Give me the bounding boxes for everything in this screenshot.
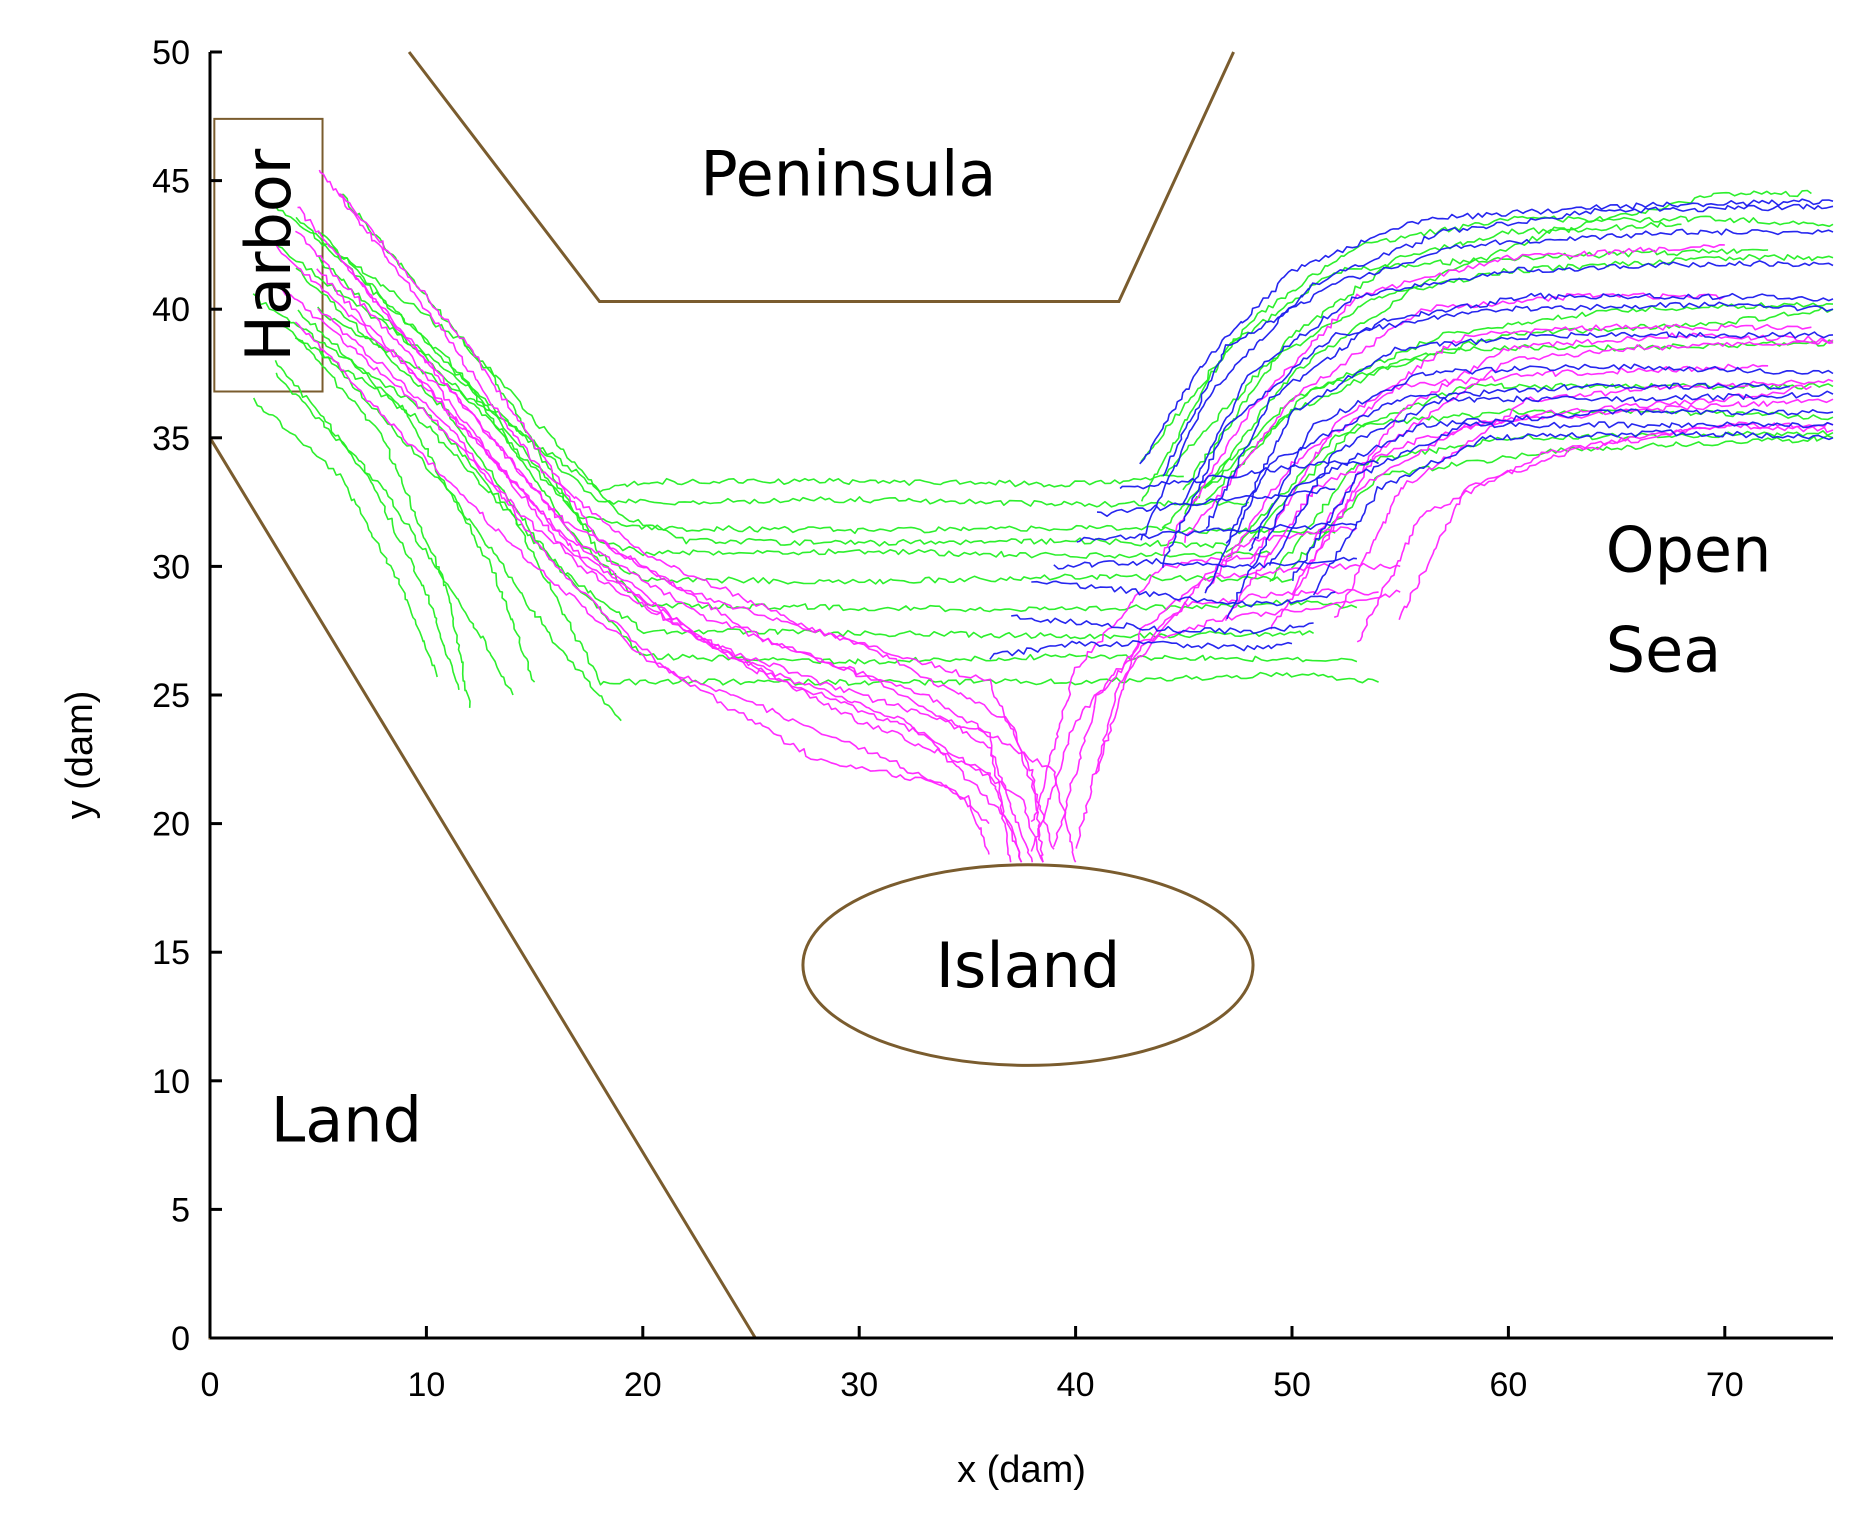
trajectory-green-17 [1161,254,1834,477]
trajectory-green-9 [317,231,1358,613]
trajectory-magenta-5 [295,230,1044,863]
trajectory-green-5 [318,346,622,722]
trajectory-magenta-9 [294,321,990,825]
trajectory-blue-11 [1225,331,1834,544]
axes-layer: 0 10 20 30 40 50 60 70 0 5 10 15 20 25 30 35 40 45 50 [152,34,1833,1404]
x-tick-label-30: 30 [840,1366,878,1404]
trajectory-magenta-25 [1313,332,1834,541]
trajectory-magenta-14 [1095,526,1358,775]
y-tick-label-50: 50 [152,34,190,72]
island-boundary [801,863,1255,1067]
island-label: Island [936,929,1120,1002]
trajectory-blue-8 [1162,228,1834,477]
trajectory-green-8 [295,267,1314,640]
x-tick-label-70: 70 [1706,1366,1744,1404]
y-tick-label-45: 45 [152,163,190,201]
region-layer [208,51,1255,1340]
trajectory-magenta-11 [1053,588,1379,848]
trajectory-blue-16 [1140,203,1834,541]
y-tick-label-0: 0 [171,1320,190,1358]
open-sea-label-line-1: Sea [1606,614,1722,687]
trajectory-blue-1 [1011,614,1314,635]
trajectory-blue-6 [1119,459,1379,490]
trajectory-green-27 [1182,221,1682,491]
x-tick-label-10: 10 [407,1366,445,1404]
y-tick-label-20: 20 [152,806,190,844]
trajectory-green-1 [274,359,460,691]
trajectory-magenta-8 [275,244,1023,863]
trajectory-blue-2 [1031,580,1336,608]
region-label-layer: Peninsula Island Land Harbor Open Sea [232,137,1771,1156]
trajectory-magenta-23 [1398,422,1834,621]
trajectory-blue-9 [1182,260,1834,504]
trajectory-magenta-3 [275,282,1023,863]
y-tick-label-35: 35 [152,420,190,458]
harbor-label: Harbor [232,148,305,361]
y-tick-label-40: 40 [152,291,190,329]
trajectory-magenta-10 [1030,589,1401,852]
trajectory-blue-15 [1312,429,1834,596]
trajectory-green-19 [1184,189,1812,515]
y-tick-label-25: 25 [152,677,190,715]
trajectory-group-green [252,189,1834,722]
x-tick-label-20: 20 [624,1366,662,1404]
trajectory-blue-0 [989,639,1293,660]
trajectory-group-magenta [275,169,1834,863]
trajectory-blue-5 [1096,486,1336,518]
x-tick-label-60: 60 [1489,1366,1527,1404]
trajectory-green-25 [1140,248,1769,502]
trajectory-blue-18 [1204,382,1790,594]
trajectory-magenta-0 [318,169,1044,863]
peninsula-boundary [407,51,1235,303]
y-tick-label-15: 15 [152,934,190,972]
trajectory-magenta-7 [316,268,1012,863]
x-tick-label-50: 50 [1273,1366,1311,1404]
trajectory-blue-13 [1268,390,1834,566]
x-axis-title: x (dam) [957,1449,1086,1491]
x-tick-label-0: 0 [201,1366,220,1404]
trajectory-green-15 [275,206,1228,549]
trajectory-green-3 [275,372,514,696]
y-tick-label-30: 30 [152,548,190,586]
trajectory-blue-7 [1139,198,1834,465]
trajectory-magenta-12 [1075,562,1401,849]
trajectory-green-20 [1225,382,1834,553]
trajectory-green-13 [273,242,1250,508]
trajectory-magenta-20 [1249,323,1812,566]
trajectory-green-2 [294,337,471,708]
trajectory-green-12 [295,216,1336,535]
trajectory-green-10 [339,193,1293,585]
trajectory-magenta-24 [1162,244,1725,557]
trajectory-magenta-13 [1030,552,1271,823]
trajectory-layer [252,169,1834,863]
trajectory-magenta-2 [340,259,1034,863]
x-tick-label-40: 40 [1057,1366,1095,1404]
trajectory-blue-17 [1162,301,1834,568]
trajectory-green-21 [1249,408,1834,542]
trajectory-blue-19 [1226,408,1834,620]
trajectory-blue-14 [1292,421,1834,581]
trajectory-magenta-18 [1291,339,1834,595]
trajectory-magenta-21 [1356,421,1834,643]
open-sea-label-line-0: Open [1606,514,1772,587]
trajectory-green-11 [317,255,1271,559]
land-boundary [208,437,758,1340]
trajectory-magenta-22 [1184,292,1726,543]
y-tick-label-10: 10 [152,1063,190,1101]
y-tick-label-5: 5 [171,1191,190,1229]
trajectory-blue-4 [1076,522,1358,543]
trajectory-magenta-17 [1204,363,1769,592]
trajectory-blue-3 [1053,556,1357,570]
y-axis-title: y (dam) [59,691,101,820]
trajectory-group-blue [989,198,1834,660]
peninsula-label: Peninsula [700,137,996,210]
land-label: Land [271,1083,422,1156]
trajectory-green-14 [317,306,1184,493]
trajectory-green-0 [252,397,438,678]
trajectory-magenta-4 [317,308,990,855]
trajectory-magenta-6 [338,193,1077,863]
trajectory-blue-10 [1205,292,1834,530]
